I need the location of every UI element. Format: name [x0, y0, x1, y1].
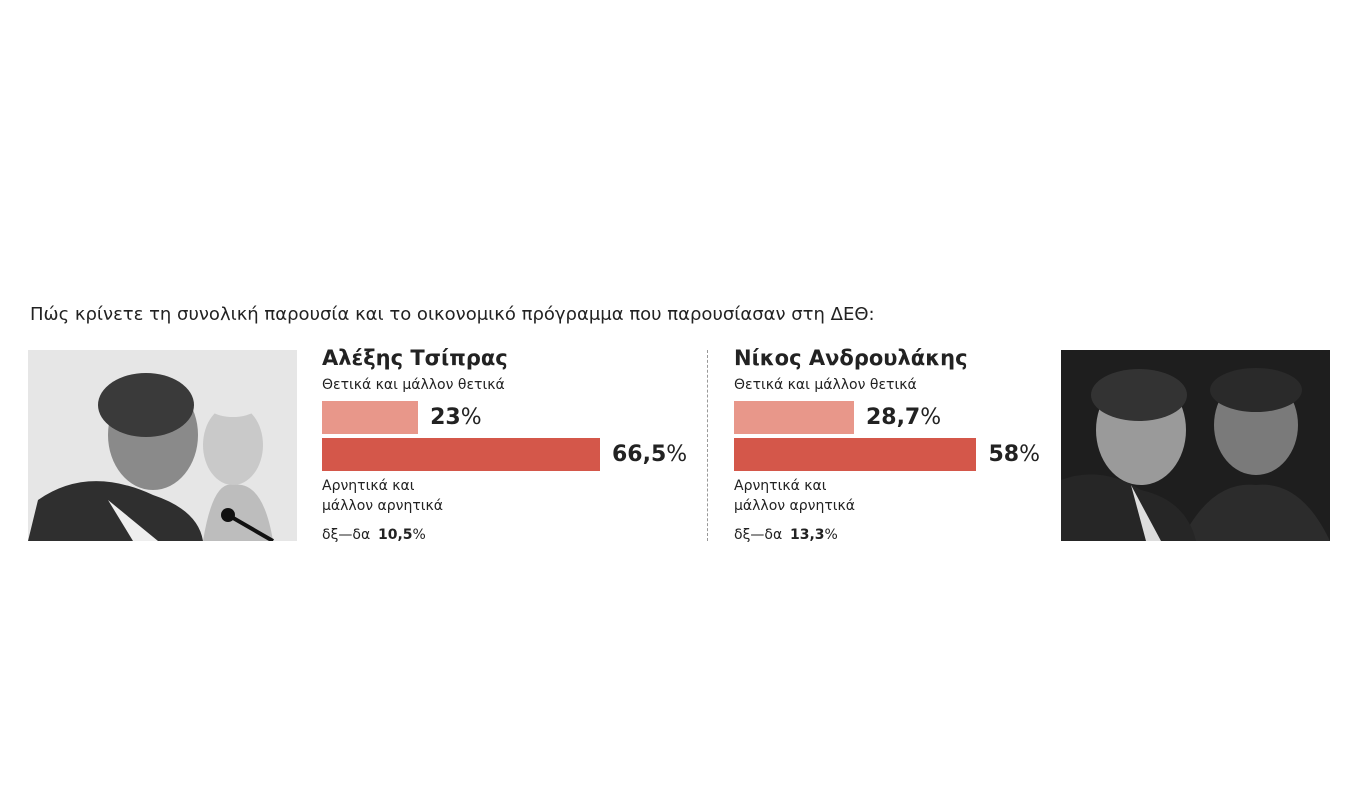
chart-title: Αλέξης Τσίπρας: [322, 346, 508, 370]
value-label: 23%: [430, 405, 482, 430]
category-label: Θετικά και μάλλον θετικά: [734, 377, 917, 393]
question-title: Πώς κρίνετε τη συνολική παρουσία και το …: [30, 304, 875, 325]
value-label: 66,5%: [611, 442, 688, 467]
value-label: 28,7%: [865, 405, 942, 430]
category-label: Θετικά και μάλλον θετικά: [322, 377, 505, 393]
note-label: δξ—δα: [734, 527, 783, 543]
note-value: 10,5%: [378, 527, 426, 543]
bar: [734, 438, 977, 471]
bar: [322, 401, 419, 434]
chart-title: Νίκος Ανδρουλάκης: [734, 346, 968, 370]
note-label: δξ—δα: [322, 527, 371, 543]
divider: [707, 350, 708, 541]
value-label: 58%: [988, 442, 1040, 467]
category-label: Αρνητικά και μάλλον αρνητικά: [734, 478, 855, 514]
bar: [734, 401, 854, 434]
photo-right: [1061, 350, 1330, 541]
bar: [322, 438, 600, 471]
note-value: 13,3%: [790, 527, 838, 543]
photo-left: [28, 350, 297, 541]
category-label: Αρνητικά και μάλλον αρνητικά: [322, 478, 443, 514]
